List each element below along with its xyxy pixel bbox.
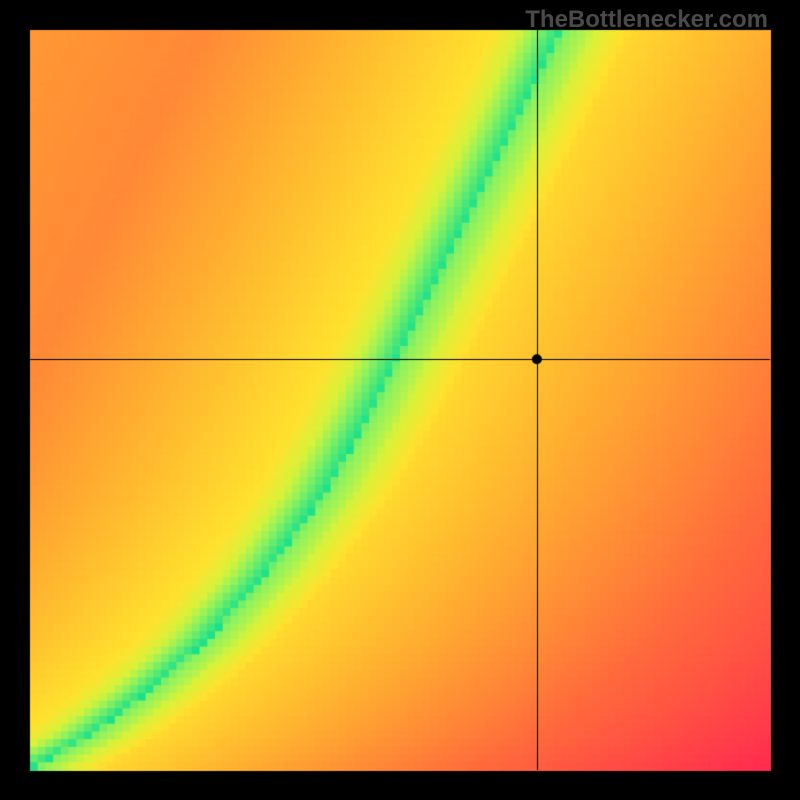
watermark-text: TheBottlenecker.com: [525, 6, 768, 34]
bottleneck-heatmap: [0, 0, 800, 800]
